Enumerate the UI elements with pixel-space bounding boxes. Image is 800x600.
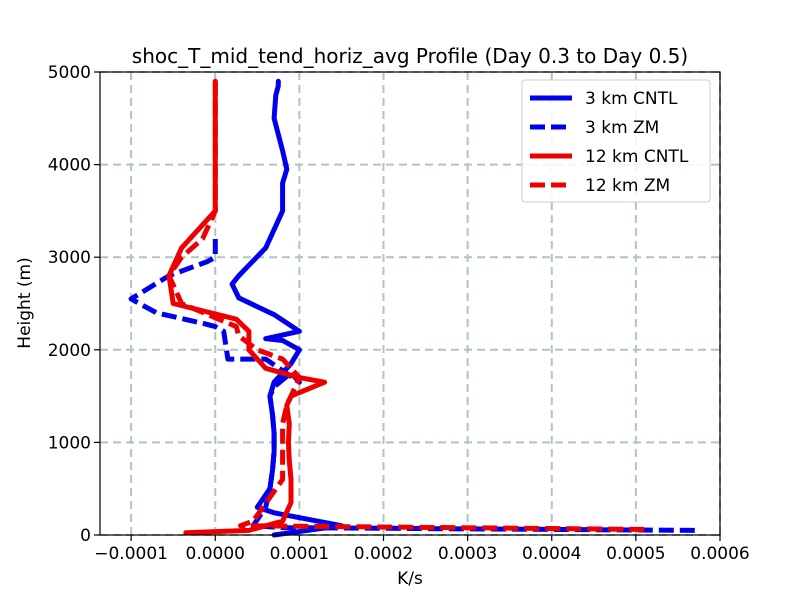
series-lines	[128, 78, 695, 538]
y-axis-label: Height (m)	[15, 257, 35, 348]
y-tick-label: 5000	[48, 63, 91, 83]
x-tick-label: 0.0003	[438, 544, 497, 564]
x-tick-label: 0.0006	[690, 544, 749, 564]
series-line-12-km-cntl	[166, 78, 328, 536]
x-tick-label: −0.0001	[94, 544, 168, 564]
x-tick-label: 0.0000	[186, 544, 245, 564]
legend-box	[521, 79, 711, 203]
x-axis-ticks: −0.0001 0.0000 0.0001 0.0002 0.0003 0.0004 0.0…	[94, 535, 750, 564]
series-line-12-km-zm	[166, 81, 645, 532]
x-tick-label: 0.0005	[606, 544, 665, 564]
legend-label: 3 km CNTL	[585, 89, 678, 109]
y-tick-label: 3000	[48, 248, 91, 268]
plot-frame	[99, 71, 721, 536]
x-tick-label: 0.0002	[354, 544, 413, 564]
x-axis-label: K/s	[397, 569, 423, 589]
y-tick-label: 0	[80, 526, 91, 546]
legend: 3 km CNTL 3 km ZM 12 km CNTL 12 km ZM	[521, 79, 711, 203]
legend-label: 3 km ZM	[585, 118, 659, 138]
y-tick-label: 1000	[48, 433, 91, 453]
legend-label: 12 km CNTL	[585, 147, 689, 167]
x-tick-label: 0.0004	[522, 544, 581, 564]
legend-label: 12 km ZM	[585, 176, 670, 196]
y-tick-label: 2000	[48, 341, 91, 361]
y-tick-label: 4000	[48, 156, 91, 176]
y-axis-ticks: 0 1000 2000 3000 4000 5000	[48, 63, 100, 546]
x-tick-label: 0.0001	[270, 544, 329, 564]
chart-title: shoc_T_mid_tend_horiz_avg Profile (Day 0…	[132, 44, 688, 68]
